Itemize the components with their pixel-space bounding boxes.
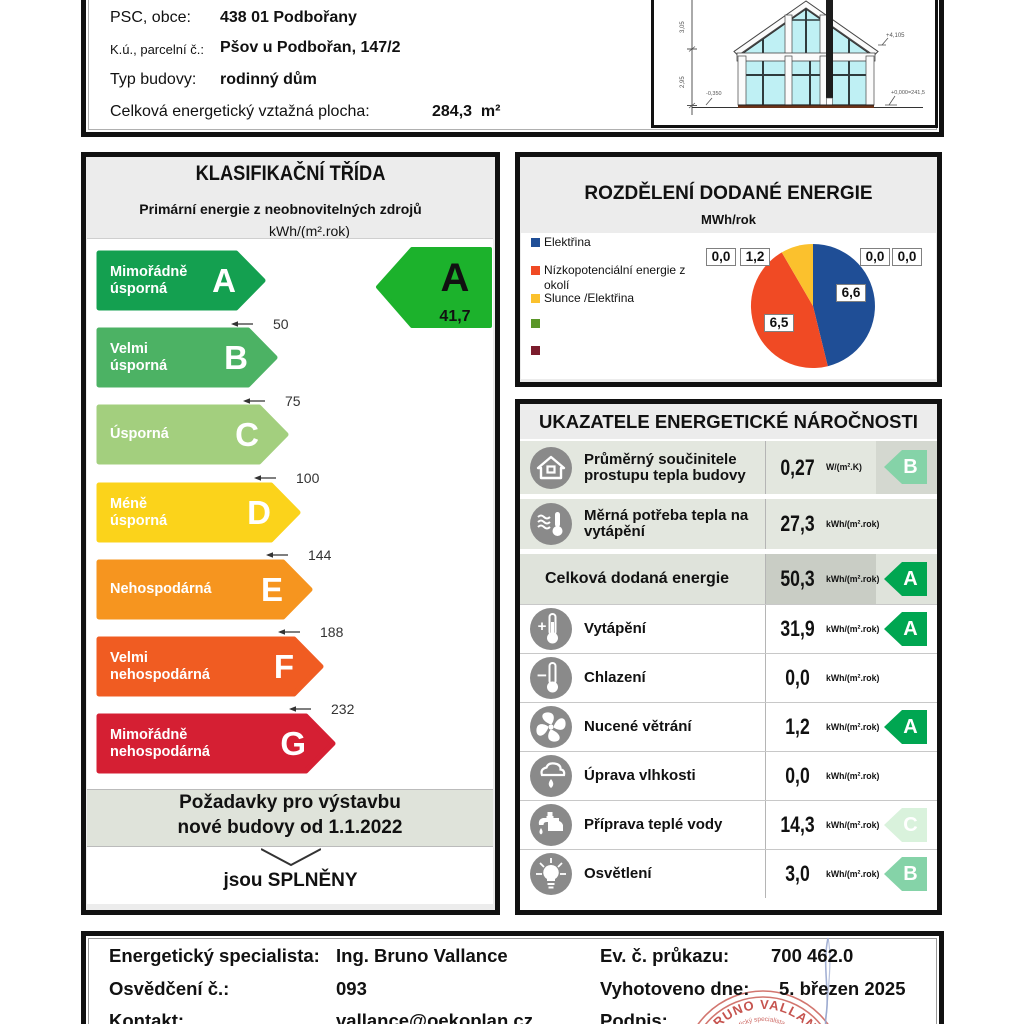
svg-text:-0,350: -0,350 [706, 91, 722, 97]
svg-text:3,05: 3,05 [680, 21, 686, 33]
svg-text:−: − [537, 666, 547, 685]
svg-text:+0,000=241,5: +0,000=241,5 [891, 90, 925, 96]
svg-text:A: A [441, 256, 470, 300]
svg-text:41,7: 41,7 [439, 308, 470, 325]
svg-text:2,95: 2,95 [680, 76, 686, 88]
svg-text:+4,105: +4,105 [886, 33, 905, 39]
svg-text:+: + [538, 618, 547, 635]
svg-text:energetický specialista: energetický specialista [721, 1016, 787, 1024]
